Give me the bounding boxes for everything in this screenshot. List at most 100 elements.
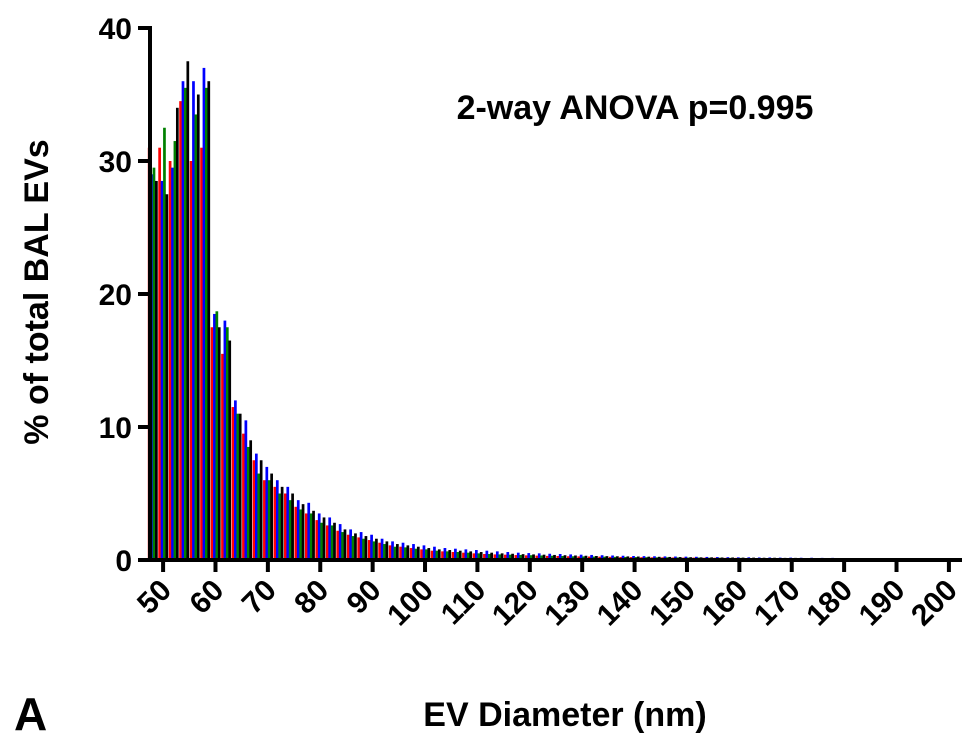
bar bbox=[304, 513, 308, 560]
x-tick-label: 50 bbox=[131, 574, 178, 621]
bar bbox=[435, 550, 439, 560]
bar bbox=[380, 538, 384, 560]
bar bbox=[396, 544, 399, 560]
bar bbox=[265, 466, 269, 560]
anova-annotation: 2-way ANOVA p=0.995 bbox=[457, 89, 814, 127]
bar bbox=[383, 544, 386, 560]
x-tick-label: 90 bbox=[341, 574, 388, 621]
y-tick-label: 0 bbox=[115, 545, 132, 578]
bar bbox=[205, 87, 208, 560]
bar bbox=[416, 546, 420, 560]
x-tick-label: 160 bbox=[696, 574, 755, 633]
bar bbox=[207, 81, 211, 560]
bar bbox=[184, 87, 187, 560]
bar bbox=[312, 510, 315, 560]
bar bbox=[532, 554, 535, 560]
bar bbox=[385, 541, 389, 560]
bar bbox=[194, 114, 198, 560]
bar bbox=[231, 407, 235, 560]
bar bbox=[236, 413, 240, 560]
bar bbox=[228, 340, 232, 560]
bar bbox=[464, 549, 468, 560]
bar bbox=[621, 555, 625, 560]
bar bbox=[563, 555, 567, 560]
bar bbox=[359, 532, 363, 560]
bar bbox=[504, 554, 507, 560]
x-tick-label: 100 bbox=[381, 574, 440, 633]
bar bbox=[280, 486, 284, 560]
x-axis-label: EV Diameter (nm) bbox=[423, 696, 706, 734]
y-tick-label: 30 bbox=[99, 146, 132, 179]
bar bbox=[200, 147, 203, 560]
bar bbox=[173, 141, 177, 561]
bar bbox=[225, 327, 229, 560]
bar bbox=[288, 500, 292, 560]
panel-label: A bbox=[14, 688, 47, 737]
bar bbox=[537, 553, 541, 560]
bar bbox=[399, 546, 402, 560]
bar bbox=[301, 504, 305, 560]
x-tick-label: 150 bbox=[643, 574, 702, 633]
bar bbox=[168, 161, 172, 560]
bar bbox=[291, 493, 294, 560]
bar bbox=[330, 525, 334, 560]
bar bbox=[485, 550, 489, 560]
bar bbox=[458, 550, 462, 560]
bar bbox=[263, 480, 266, 560]
bar bbox=[558, 554, 562, 560]
y-tick-label: 40 bbox=[99, 13, 132, 46]
bar bbox=[490, 552, 494, 560]
bar bbox=[516, 552, 520, 560]
bar bbox=[508, 554, 512, 560]
bar bbox=[155, 180, 158, 560]
bar bbox=[152, 167, 156, 560]
bar bbox=[590, 554, 593, 560]
bar bbox=[514, 555, 518, 560]
bar bbox=[192, 81, 195, 560]
bar bbox=[406, 545, 410, 560]
bar bbox=[542, 554, 546, 560]
x-tick-label: 140 bbox=[591, 574, 650, 633]
bar bbox=[535, 555, 539, 560]
bar bbox=[375, 538, 378, 560]
bar bbox=[278, 493, 282, 560]
bar bbox=[341, 532, 344, 560]
y-tick-label: 10 bbox=[99, 412, 132, 445]
bar bbox=[378, 542, 382, 560]
bar bbox=[479, 552, 483, 560]
bar bbox=[252, 460, 256, 560]
bar bbox=[370, 534, 373, 560]
bar bbox=[244, 420, 248, 560]
bar bbox=[493, 554, 497, 560]
bar bbox=[540, 555, 543, 560]
bar bbox=[529, 555, 533, 560]
bar bbox=[165, 194, 169, 560]
bar bbox=[249, 440, 253, 560]
bar bbox=[364, 536, 368, 560]
y-axis-label: % of total BAL EVs bbox=[18, 139, 56, 444]
bar bbox=[349, 529, 352, 560]
bar bbox=[328, 517, 332, 560]
bar bbox=[160, 180, 164, 560]
bar bbox=[498, 554, 502, 560]
bar bbox=[223, 320, 227, 560]
bar bbox=[584, 555, 588, 560]
bar bbox=[414, 548, 418, 560]
bar bbox=[367, 540, 371, 560]
bar bbox=[362, 538, 365, 560]
bar bbox=[322, 517, 326, 560]
bar bbox=[333, 522, 336, 560]
bar bbox=[234, 400, 237, 560]
bar bbox=[267, 480, 271, 560]
bar bbox=[579, 554, 583, 560]
bar bbox=[275, 480, 279, 560]
bar bbox=[548, 553, 552, 560]
bar bbox=[409, 548, 413, 560]
x-tick-label: 60 bbox=[183, 574, 230, 621]
bar bbox=[445, 551, 449, 560]
bar bbox=[254, 453, 258, 560]
x-tick-label: 120 bbox=[486, 574, 545, 633]
bar bbox=[475, 550, 478, 560]
bar bbox=[437, 549, 441, 560]
